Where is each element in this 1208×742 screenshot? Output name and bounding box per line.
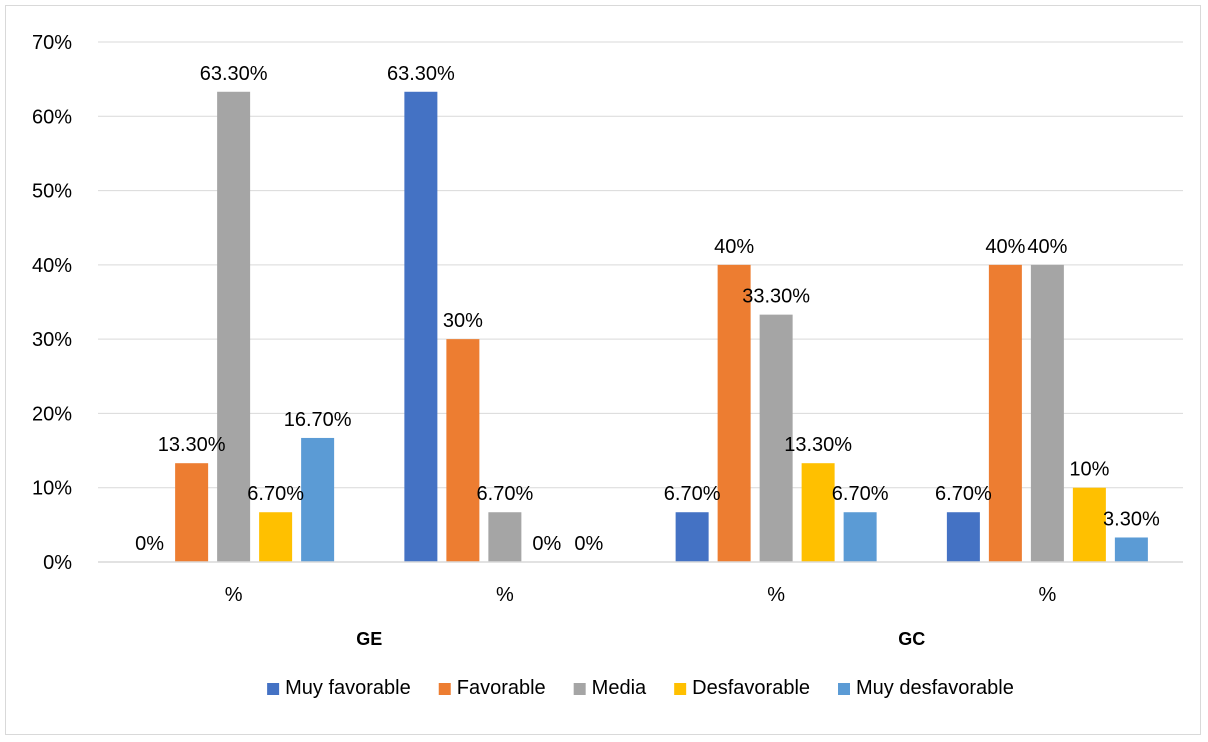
bar — [1030, 264, 1064, 562]
legend-item: Desfavorable — [674, 677, 810, 699]
legend-label: Muy favorable — [285, 677, 411, 699]
bar — [801, 463, 835, 562]
data-label: 40% — [985, 236, 1025, 258]
data-label: 10% — [1069, 459, 1109, 481]
data-label: 6.70% — [477, 483, 534, 505]
data-label: 40% — [714, 236, 754, 258]
y-tick-label: 50% — [32, 181, 72, 203]
legend-swatch — [573, 683, 586, 695]
data-labels: 0% 13.30% 63.30% 6.70% 16.70% 63.30% 30% 6.70% 0… — [135, 63, 1160, 555]
y-tick-label: 20% — [32, 403, 72, 425]
x-category-label: % — [767, 584, 785, 606]
data-label: 13.30% — [784, 434, 852, 456]
legend-item: Muy desfavorable — [838, 677, 1014, 699]
data-label: 6.70% — [832, 483, 889, 505]
legend: Muy favorable Favorable Media Desfavorable M… — [267, 677, 1014, 699]
bar — [988, 264, 1022, 562]
bar — [946, 512, 980, 562]
bar — [675, 512, 709, 562]
bar — [259, 512, 293, 562]
bar — [217, 91, 251, 563]
bar — [843, 512, 877, 562]
legend-item: Muy favorable — [267, 677, 411, 699]
data-label: 6.70% — [247, 483, 304, 505]
legend-label: Media — [592, 677, 647, 699]
y-tick-label: 0% — [43, 552, 72, 574]
bar — [175, 463, 209, 562]
y-tick-label: 30% — [32, 329, 72, 351]
data-label: 33.30% — [742, 286, 810, 308]
bar — [446, 339, 480, 562]
legend-label: Muy desfavorable — [856, 677, 1014, 699]
data-label: 6.70% — [935, 483, 992, 505]
bar — [717, 264, 751, 562]
bar — [404, 91, 438, 563]
x-group-label: GC — [898, 629, 925, 649]
y-tick-label: 60% — [32, 106, 72, 128]
data-label: 40% — [1027, 236, 1067, 258]
legend-item: Favorable — [438, 677, 546, 699]
y-tick-label: 70% — [32, 32, 72, 54]
y-tick-label: 10% — [32, 478, 72, 500]
y-axis: 0% 10% 20% 30% 40% 50% 60% 70% — [32, 32, 72, 574]
y-tick-label: 40% — [32, 255, 72, 277]
bar — [488, 512, 522, 562]
data-label: 16.70% — [284, 409, 352, 431]
legend-item: Media — [573, 677, 647, 699]
bar — [1072, 487, 1106, 562]
legend-swatch — [674, 683, 687, 695]
data-label: 30% — [443, 310, 483, 332]
data-label: 0% — [135, 533, 164, 555]
x-group-label: GE — [356, 629, 382, 649]
legend-swatch — [838, 683, 851, 695]
bar — [1114, 537, 1148, 562]
x-axis: %%% % GE GC — [98, 561, 1183, 649]
legend-label: Desfavorable — [692, 677, 810, 699]
legend-swatch — [438, 683, 451, 695]
data-label: 0% — [532, 533, 561, 555]
x-category-label: % — [225, 584, 243, 606]
data-label: 63.30% — [387, 63, 455, 85]
legend-label: Favorable — [457, 677, 546, 699]
data-label: 63.30% — [200, 63, 268, 85]
x-category-label: % — [1038, 584, 1056, 606]
bar — [759, 314, 793, 562]
bars — [175, 91, 1148, 563]
data-label: 3.30% — [1103, 508, 1160, 530]
data-label: 13.30% — [158, 434, 226, 456]
bar — [301, 437, 335, 562]
legend-swatch — [267, 683, 280, 695]
data-label: 0% — [574, 533, 603, 555]
x-category-label: % — [496, 584, 514, 606]
data-label: 6.70% — [664, 483, 721, 505]
